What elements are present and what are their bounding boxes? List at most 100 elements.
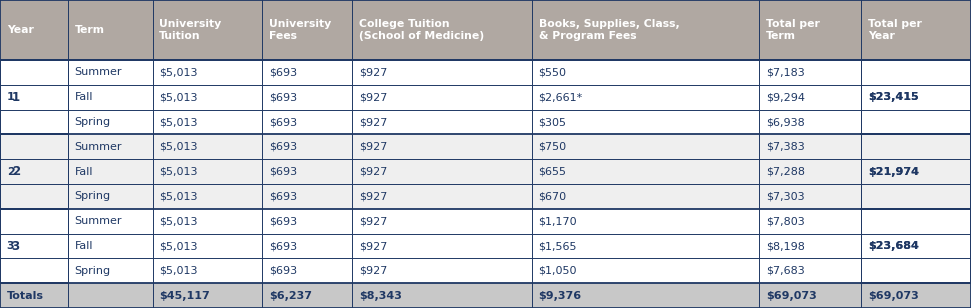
Text: Spring: Spring	[75, 192, 111, 201]
Bar	[68, 60, 152, 85]
Bar	[152, 110, 262, 135]
Text: $5,013: $5,013	[159, 167, 198, 176]
Text: 1: 1	[12, 91, 19, 104]
Bar	[262, 258, 352, 283]
Bar	[0, 258, 68, 283]
Text: $5,013: $5,013	[159, 216, 198, 226]
Text: $305: $305	[539, 117, 566, 127]
Bar	[352, 233, 532, 258]
Bar	[152, 233, 262, 258]
Text: Summer: Summer	[75, 67, 122, 77]
Bar	[0, 184, 68, 209]
Bar	[861, 134, 971, 209]
Bar	[68, 85, 152, 110]
Text: Summer: Summer	[75, 216, 122, 226]
Bar	[861, 184, 971, 209]
Text: $5,013: $5,013	[159, 67, 198, 77]
Bar	[861, 258, 971, 283]
Text: $8,198: $8,198	[766, 241, 805, 251]
Text: $23,684: $23,684	[868, 241, 920, 251]
Bar	[0, 209, 68, 233]
Bar	[352, 283, 532, 308]
Text: $1,050: $1,050	[539, 266, 577, 276]
Bar	[68, 258, 152, 283]
Bar	[861, 209, 971, 233]
Bar	[68, 110, 152, 135]
Text: $5,013: $5,013	[159, 142, 198, 152]
Text: $927: $927	[359, 92, 387, 102]
Text: $5,013: $5,013	[159, 266, 198, 276]
Bar	[532, 60, 759, 85]
Text: $693: $693	[269, 266, 297, 276]
Text: $7,383: $7,383	[766, 142, 805, 152]
Text: 1: 1	[7, 92, 15, 102]
Text: Totals: Totals	[7, 291, 44, 301]
Text: 3: 3	[12, 240, 19, 253]
Bar	[759, 110, 861, 135]
Bar	[0, 134, 68, 159]
Text: $5,013: $5,013	[159, 192, 198, 201]
Text: $7,683: $7,683	[766, 266, 805, 276]
Text: $693: $693	[269, 216, 297, 226]
Text: $2,661*: $2,661*	[539, 92, 583, 102]
Bar	[0, 110, 68, 135]
Bar	[0, 60, 68, 134]
Text: $927: $927	[359, 216, 387, 226]
Bar	[352, 184, 532, 209]
Bar	[532, 134, 759, 159]
Text: $1,565: $1,565	[539, 241, 577, 251]
Text: $23,415: $23,415	[868, 92, 919, 102]
Bar	[152, 0, 262, 60]
Bar	[532, 85, 759, 110]
Bar	[152, 283, 262, 308]
Text: $927: $927	[359, 167, 387, 176]
Text: Fall: Fall	[75, 92, 93, 102]
Bar	[759, 60, 861, 85]
Bar	[352, 258, 532, 283]
Text: $1,170: $1,170	[539, 216, 577, 226]
Bar	[352, 134, 532, 159]
Bar	[68, 209, 152, 233]
Bar	[759, 0, 861, 60]
Text: $69,073: $69,073	[868, 291, 919, 301]
Bar	[262, 159, 352, 184]
Text: $45,117: $45,117	[159, 291, 210, 301]
Text: $23,415: $23,415	[868, 92, 919, 102]
Bar	[759, 134, 861, 159]
Bar	[759, 233, 861, 258]
Text: Fall: Fall	[75, 167, 93, 176]
Bar	[861, 159, 971, 184]
Bar	[152, 258, 262, 283]
Bar	[68, 0, 152, 60]
Bar	[152, 184, 262, 209]
Bar	[0, 283, 68, 308]
Bar	[861, 60, 971, 134]
Bar	[152, 85, 262, 110]
Bar	[532, 233, 759, 258]
Bar	[262, 60, 352, 85]
Bar	[532, 0, 759, 60]
Text: 2: 2	[12, 165, 19, 178]
Bar	[0, 233, 68, 258]
Bar	[152, 209, 262, 233]
Bar	[0, 159, 68, 184]
Bar	[152, 159, 262, 184]
Text: College Tuition
(School of Medicine): College Tuition (School of Medicine)	[359, 19, 485, 41]
Bar	[262, 134, 352, 159]
Text: Books, Supplies, Class,
& Program Fees: Books, Supplies, Class, & Program Fees	[539, 19, 680, 41]
Text: Year: Year	[7, 25, 34, 35]
Bar	[262, 85, 352, 110]
Text: $927: $927	[359, 117, 387, 127]
Text: $5,013: $5,013	[159, 92, 198, 102]
Bar	[0, 60, 68, 85]
Bar	[861, 233, 971, 258]
Text: Fall: Fall	[75, 241, 93, 251]
Bar	[68, 184, 152, 209]
Text: $6,938: $6,938	[766, 117, 805, 127]
Text: $21,974: $21,974	[868, 167, 920, 176]
Bar	[352, 110, 532, 135]
Text: $7,183: $7,183	[766, 67, 805, 77]
Bar	[352, 209, 532, 233]
Bar	[152, 60, 262, 85]
Text: 2: 2	[7, 167, 15, 176]
